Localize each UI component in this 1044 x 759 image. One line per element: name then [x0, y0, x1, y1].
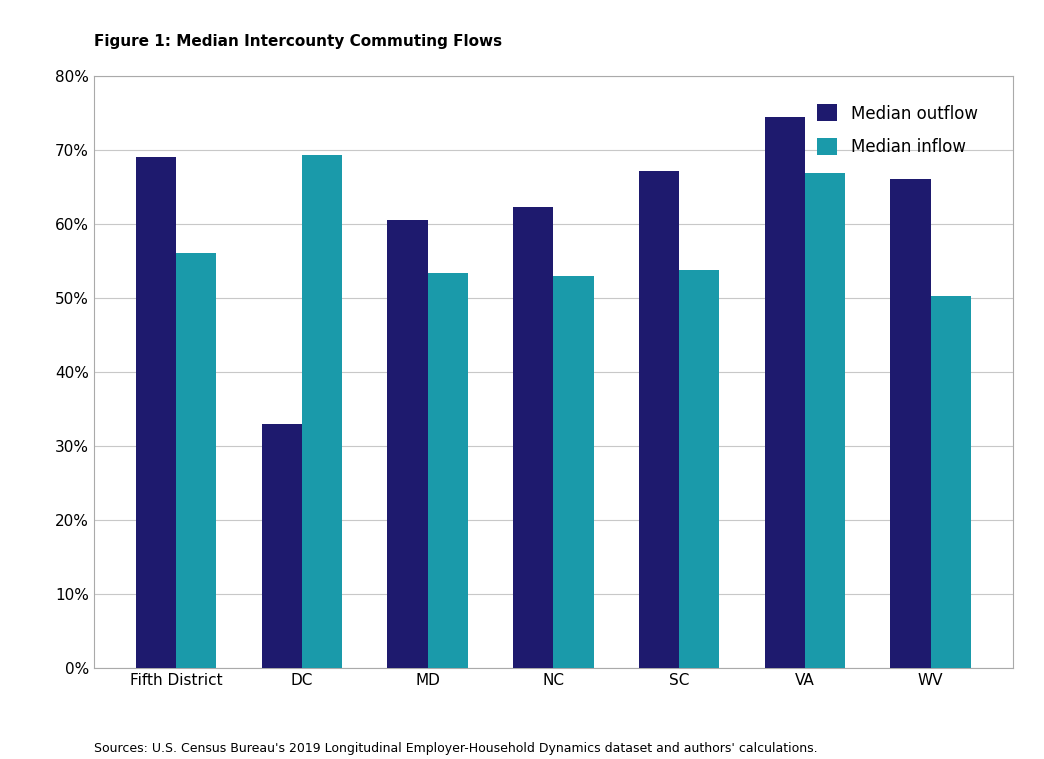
Bar — [553, 276, 594, 668]
Bar — [428, 273, 468, 668]
Bar — [764, 117, 805, 668]
Bar — [679, 269, 719, 668]
Text: Sources: U.S. Census Bureau's 2019 Longitudinal Employer-Household Dynamics data: Sources: U.S. Census Bureau's 2019 Longi… — [94, 742, 817, 755]
Bar — [513, 207, 553, 668]
Legend: Median outflow, Median inflow: Median outflow, Median inflow — [809, 96, 986, 164]
Text: Figure 1: Median Intercounty Commuting Flows: Figure 1: Median Intercounty Commuting F… — [94, 34, 502, 49]
Bar — [387, 220, 428, 668]
Bar — [639, 172, 679, 668]
Bar — [136, 157, 176, 668]
Bar — [930, 296, 971, 668]
Bar — [176, 253, 216, 668]
Bar — [261, 424, 302, 668]
Bar — [302, 155, 342, 668]
Bar — [891, 179, 930, 668]
Bar — [805, 173, 846, 668]
